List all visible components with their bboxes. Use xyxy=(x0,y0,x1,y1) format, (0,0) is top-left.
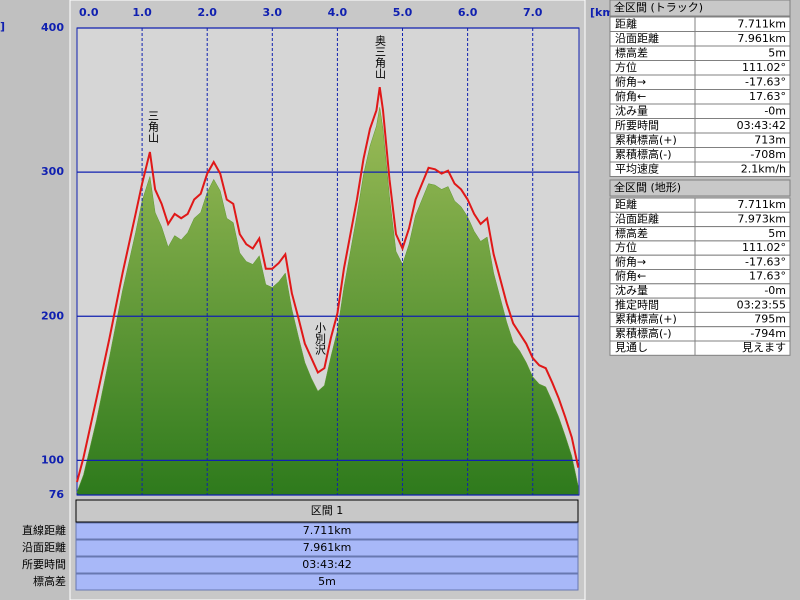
table-value: 03:23:55 xyxy=(737,298,786,311)
track-line xyxy=(76,86,580,483)
section-label: 直線距離 xyxy=(22,523,66,537)
table-label: 俯角→ xyxy=(615,74,646,88)
section-header xyxy=(75,499,579,523)
section-label: 所要時間 xyxy=(22,558,66,571)
annotation: 奥三角山 xyxy=(374,34,387,79)
table-value: 7.711km xyxy=(737,198,786,211)
section-row xyxy=(75,539,579,557)
section-value: 7.711km xyxy=(303,524,352,537)
table-label: 沈み量 xyxy=(615,103,648,117)
section-row xyxy=(75,573,579,591)
table-label: 沈み量 xyxy=(615,283,648,297)
x-tick-label: 4.0 xyxy=(328,6,348,19)
x-tick-label: 1.0 xyxy=(132,6,152,19)
table-label: 方位 xyxy=(615,60,637,74)
table-label: 標高差 xyxy=(615,226,648,240)
section-label: 沿面距離 xyxy=(22,540,66,554)
table-value: 7.711km xyxy=(737,17,786,30)
section-value: 7.961km xyxy=(303,541,352,554)
y-tick-label: 400 xyxy=(41,21,64,34)
table-value: 17.63° xyxy=(749,90,786,103)
section-label: 標高差 xyxy=(33,574,66,588)
table-label: 所要時間 xyxy=(615,119,659,132)
table-value: -0m xyxy=(764,104,786,117)
track-header xyxy=(609,0,791,17)
x-tick-label: 7.0 xyxy=(523,6,543,19)
section-value: 5m xyxy=(318,575,336,588)
table-label: 俯角← xyxy=(615,89,646,103)
annotation: 小別沢 xyxy=(314,322,327,356)
table-value: 713m xyxy=(754,133,786,146)
y-axis-label: ] xyxy=(0,20,5,33)
y-tick-label: 200 xyxy=(41,309,64,322)
x-tick-label: 6.0 xyxy=(458,6,478,19)
table-value: -17.63° xyxy=(745,255,786,268)
table-label: 距離 xyxy=(615,16,637,30)
table-value: 111.02° xyxy=(742,241,786,254)
table-value: -708m xyxy=(750,148,786,161)
table-label: 平均速度 xyxy=(615,161,659,175)
table-value: 5m xyxy=(768,46,786,59)
x-tick-label: 5.0 xyxy=(393,6,413,19)
table-value: -0m xyxy=(764,284,786,297)
terrain-title: 全区間 (地形) xyxy=(614,180,681,194)
table-row xyxy=(609,340,791,356)
table-label: 標高差 xyxy=(615,45,648,59)
table-value: 見えます xyxy=(742,341,786,354)
table-label: 推定時間 xyxy=(615,297,659,311)
track-title: 全区間 (トラック) xyxy=(614,0,703,14)
y-tick-label: 300 xyxy=(41,165,64,178)
table-label: 累積標高(+) xyxy=(615,132,677,146)
section-row xyxy=(75,522,579,540)
table-label: 俯角← xyxy=(615,269,646,283)
table-label: 累積標高(-) xyxy=(615,326,672,340)
table-label: 方位 xyxy=(615,240,637,254)
table-label: 見通し xyxy=(615,341,648,354)
table-label: 俯角→ xyxy=(615,254,646,268)
table-value: 17.63° xyxy=(749,270,786,283)
y-tick-label: 76 xyxy=(49,488,65,501)
table-value: 2.1km/h xyxy=(741,162,786,175)
table-label: 累積標高(+) xyxy=(615,312,677,326)
table-label: 距離 xyxy=(615,197,637,211)
table-value: -794m xyxy=(750,327,786,340)
x-tick-label: 3.0 xyxy=(263,6,283,19)
terrain-header xyxy=(609,179,791,197)
table-value: 111.02° xyxy=(742,61,786,74)
table-label: 累積標高(-) xyxy=(615,147,672,161)
table-label: 沿面距離 xyxy=(615,211,659,225)
terrain-area xyxy=(76,107,579,496)
table-value: 03:43:42 xyxy=(737,119,786,132)
table-value: 5m xyxy=(768,227,786,240)
section-title: 区間 1 xyxy=(311,504,344,517)
x-tick-label: 2.0 xyxy=(197,6,217,19)
section-value: 03:43:42 xyxy=(302,558,351,571)
table-value: 7.961km xyxy=(737,32,786,45)
table-value: -17.63° xyxy=(745,75,786,88)
y-tick-label: 100 xyxy=(41,453,64,466)
annotation: 三角山 xyxy=(147,110,160,143)
section-row xyxy=(75,556,579,574)
table-row xyxy=(609,161,791,177)
table-label: 沿面距離 xyxy=(615,31,659,45)
table-value: 795m xyxy=(754,313,786,326)
x-tick-label: 0.0 xyxy=(79,6,99,19)
table-value: 7.973km xyxy=(737,212,786,225)
